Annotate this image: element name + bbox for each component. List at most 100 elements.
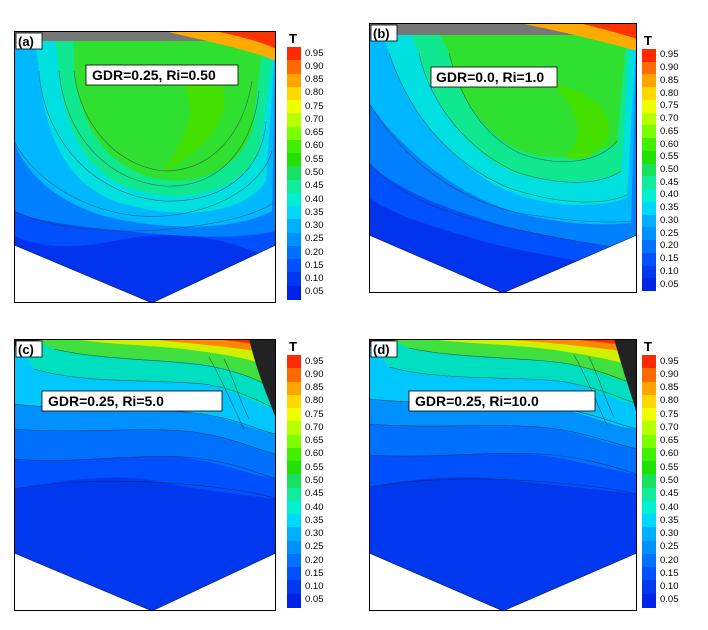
colorbar-swatch xyxy=(287,192,301,207)
colorbar-swatch xyxy=(642,580,656,595)
colorbar-tick-label: 0.35 xyxy=(305,206,324,218)
colorbar-tick-label: 0.20 xyxy=(305,246,324,258)
colorbar-tick-label: 0.10 xyxy=(660,581,679,593)
colorbar-tick-label: 0.75 xyxy=(305,408,324,420)
panel-c: (c) GDR=0.25, Ri=5.0 T 0.95 0.90 0.85 0.80 0.… xyxy=(13,339,344,617)
colorbar-swatch xyxy=(287,259,301,274)
colorbar-swatch xyxy=(287,447,301,462)
colorbar-tick-label: 0.20 xyxy=(305,554,324,566)
colorbar-swatch xyxy=(642,461,656,476)
colorbar-swatch xyxy=(287,593,301,608)
colorbar-tick-label: 0.75 xyxy=(305,100,324,112)
colorbar-swatch xyxy=(642,99,656,113)
colorbar-swatch xyxy=(287,153,301,168)
colorbar-swatch xyxy=(642,514,656,529)
colorbar-d: T 0.95 0.90 0.85 0.80 0.75 0.70 0.65 0.60 0.55 0.5… xyxy=(642,339,694,611)
colorbar-swatch xyxy=(287,166,301,181)
colorbar-tick-label: 0.25 xyxy=(305,541,324,553)
colorbar-swatch xyxy=(287,60,301,75)
colorbar-swatch xyxy=(287,100,301,115)
colorbar-title: T xyxy=(289,31,297,46)
colorbar-tick-label: 0.55 xyxy=(660,461,679,473)
colorbar-tick-label: 0.80 xyxy=(305,87,324,99)
colorbar-swatch xyxy=(287,113,301,128)
colorbar-swatch xyxy=(642,138,656,152)
panel-tag: (a) xyxy=(18,34,34,49)
colorbar-swatch xyxy=(287,285,301,300)
panel-tag: (b) xyxy=(373,26,390,41)
colorbar-swatch xyxy=(287,381,301,396)
colorbar-b: T 0.95 0.90 0.85 0.80 0.75 0.70 0.65 0.60 0.55 0.5… xyxy=(642,33,694,295)
colorbar-tick-label: 0.15 xyxy=(305,259,324,271)
colorbar-tick-label: 0.25 xyxy=(660,541,679,553)
colorbar-swatch xyxy=(287,567,301,582)
colorbar-swatch xyxy=(642,434,656,449)
colorbar-tick-label: 0.95 xyxy=(660,49,679,61)
panel-label-box xyxy=(430,66,558,88)
colorbar-tick-label: 0.80 xyxy=(660,87,679,99)
colorbar-swatch xyxy=(287,206,301,221)
colorbar-tick-label: 0.95 xyxy=(660,355,679,367)
colorbar-tick-label: 0.90 xyxy=(305,368,324,380)
colorbar-tick-label: 0.85 xyxy=(305,382,324,394)
colorbar-tick-label: 0.35 xyxy=(305,514,324,526)
colorbar-tick-label: 0.25 xyxy=(660,227,679,239)
colorbar-tick-label: 0.95 xyxy=(305,47,324,59)
panel-label: GDR=0.25, Ri=5.0 xyxy=(48,393,164,409)
colorbar-tick-label: 0.10 xyxy=(660,265,679,277)
colorbar-swatch xyxy=(642,87,656,101)
colorbar-tick-label: 0.05 xyxy=(305,286,324,298)
panel-a: (a) GDR=0.25, Ri=0.50 T 0.95 0.90 0.85 0.80 0… xyxy=(13,31,344,306)
colorbar-swatch xyxy=(642,112,656,126)
colorbar-tick-label: 0.45 xyxy=(660,176,679,188)
colorbar-swatch xyxy=(287,500,301,515)
colorbar-tick-label: 0.95 xyxy=(305,355,324,367)
panel-label-box xyxy=(85,64,239,86)
colorbar-tick-label: 0.25 xyxy=(305,233,324,245)
colorbar-swatch xyxy=(642,227,656,241)
colorbar-tick-label: 0.30 xyxy=(660,214,679,226)
colorbar-swatch xyxy=(287,73,301,88)
colorbar-tick-label: 0.15 xyxy=(660,567,679,579)
colorbar-swatch xyxy=(642,176,656,190)
colorbar-tick-label: 0.85 xyxy=(305,74,324,86)
colorbar-swatch xyxy=(287,408,301,423)
colorbar-swatch xyxy=(642,355,656,369)
panel-tag: (c) xyxy=(18,342,34,357)
colorbar-swatch xyxy=(642,447,656,462)
colorbar-swatch xyxy=(287,474,301,489)
colorbar-tick-label: 0.35 xyxy=(660,202,679,214)
colorbar-tick-label: 0.20 xyxy=(660,240,679,252)
colorbar-tick-label: 0.60 xyxy=(305,448,324,460)
colorbar-swatch xyxy=(642,150,656,164)
colorbar-tick-label: 0.90 xyxy=(660,62,679,74)
colorbar-title: T xyxy=(644,339,652,354)
colorbar-swatch xyxy=(642,163,656,177)
panel-b: (b) GDR=0.0, Ri=1.0 T 0.95 0.90 0.85 0.80 0.7… xyxy=(368,23,699,298)
colorbar-tick-label: 0.55 xyxy=(305,153,324,165)
colorbar-tick-label: 0.40 xyxy=(660,501,679,513)
panel-label-box xyxy=(41,390,223,412)
colorbar-swatch xyxy=(642,240,656,254)
colorbar-tick-label: 0.15 xyxy=(305,567,324,579)
colorbar-tick-label: 0.65 xyxy=(305,435,324,447)
colorbar-tick-label: 0.05 xyxy=(305,594,324,606)
colorbar-swatch xyxy=(642,201,656,215)
colorbar-swatch xyxy=(642,553,656,568)
colorbar-swatch xyxy=(287,232,301,247)
colorbar-tick-label: 0.90 xyxy=(660,368,679,380)
colorbar-tick-label: 0.45 xyxy=(660,488,679,500)
colorbar-tick-label: 0.50 xyxy=(305,475,324,486)
colorbar-tick-label: 0.75 xyxy=(660,100,679,112)
colorbar-swatch xyxy=(642,214,656,228)
colorbar-swatch xyxy=(642,421,656,436)
colorbar-tick-label: 0.85 xyxy=(660,74,679,86)
colorbar-swatch xyxy=(642,189,656,203)
colorbar-tick-label: 0.55 xyxy=(305,461,324,473)
colorbar-title: T xyxy=(644,33,652,48)
colorbar-tick-label: 0.50 xyxy=(660,475,679,486)
colorbar-swatch xyxy=(642,487,656,502)
colorbar-tick-label: 0.60 xyxy=(305,140,324,152)
colorbar-swatch xyxy=(642,278,656,292)
colorbar-swatch xyxy=(287,86,301,101)
